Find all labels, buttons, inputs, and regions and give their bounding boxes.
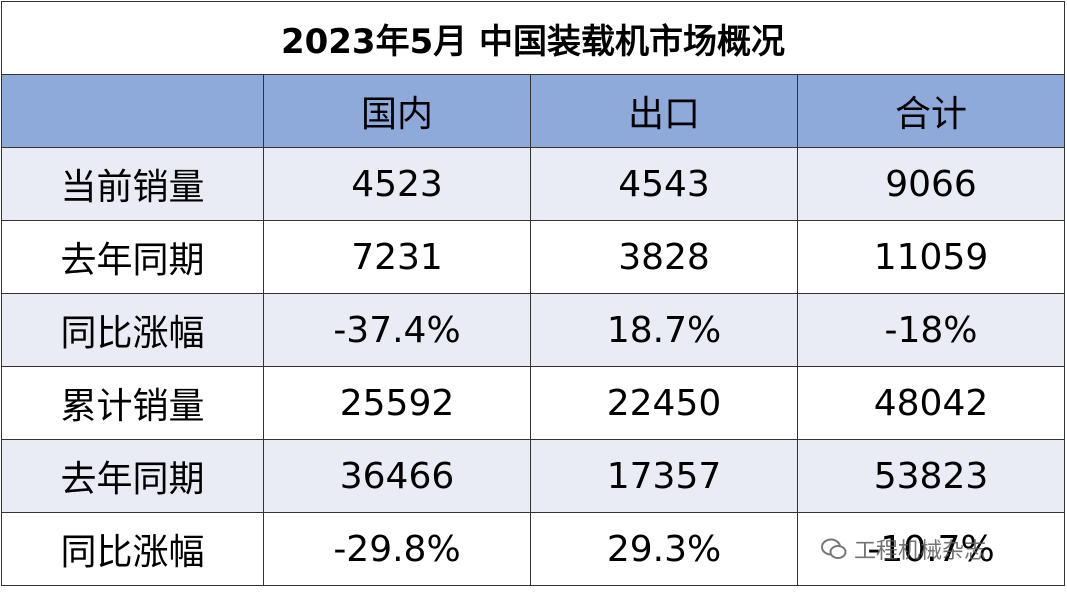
watermark: 工程机械杂志 [820,533,986,565]
table-row: 去年同期 7231 3828 11059 [1,220,1065,294]
table-row: 当前销量 4523 4543 9066 [1,147,1065,221]
data-table: 2023年5月 中国装载机市场概况 国内 出口 合计 当前销量 4523 4543 9066… [1,1,1065,586]
table-cell: 4523 [263,147,531,221]
table-cell: -10.7% [797,512,1065,586]
header-row: 国内 出口 合计 [1,74,1065,148]
table-cell: -29.8% [263,512,531,586]
table-cell: 18.7% [530,293,798,367]
row-label: 同比涨幅 [1,293,264,367]
table-cell: 53823 [797,439,1065,513]
header-cell: 出口 [530,74,798,148]
table-cell: 3828 [530,220,798,294]
row-label: 累计销量 [1,366,264,440]
table-cell: 17357 [530,439,798,513]
header-cell: 国内 [263,74,531,148]
table-cell: 7231 [263,220,531,294]
title-row: 2023年5月 中国装载机市场概况 [1,1,1065,75]
table-cell: 22450 [530,366,798,440]
watermark-text: 工程机械杂志 [854,539,987,564]
table-row: 同比涨幅 -37.4% 18.7% -18% [1,293,1065,367]
table-cell: 36466 [263,439,531,513]
table-cell: 25592 [263,366,531,440]
table-title: 2023年5月 中国装载机市场概况 [1,1,1065,75]
header-cell [1,74,264,148]
table-cell: 11059 [797,220,1065,294]
table-cell: -18% [797,293,1065,367]
table-row: 去年同期 36466 17357 53823 [1,439,1065,513]
table-cell: 48042 [797,366,1065,440]
table-cell: -37.4% [263,293,531,367]
row-label: 同比涨幅 [1,512,264,586]
row-label: 去年同期 [1,439,264,513]
table-row: 累计销量 25592 22450 48042 [1,366,1065,440]
row-label: 当前销量 [1,147,264,221]
table-cell: 9066 [797,147,1065,221]
table-cell: 29.3% [530,512,798,586]
row-label: 去年同期 [1,220,264,294]
table-cell: 4543 [530,147,798,221]
table-row: 同比涨幅 -29.8% 29.3% -10.7% [1,512,1065,586]
header-cell: 合计 [797,74,1065,148]
wechat-icon [821,538,847,559]
